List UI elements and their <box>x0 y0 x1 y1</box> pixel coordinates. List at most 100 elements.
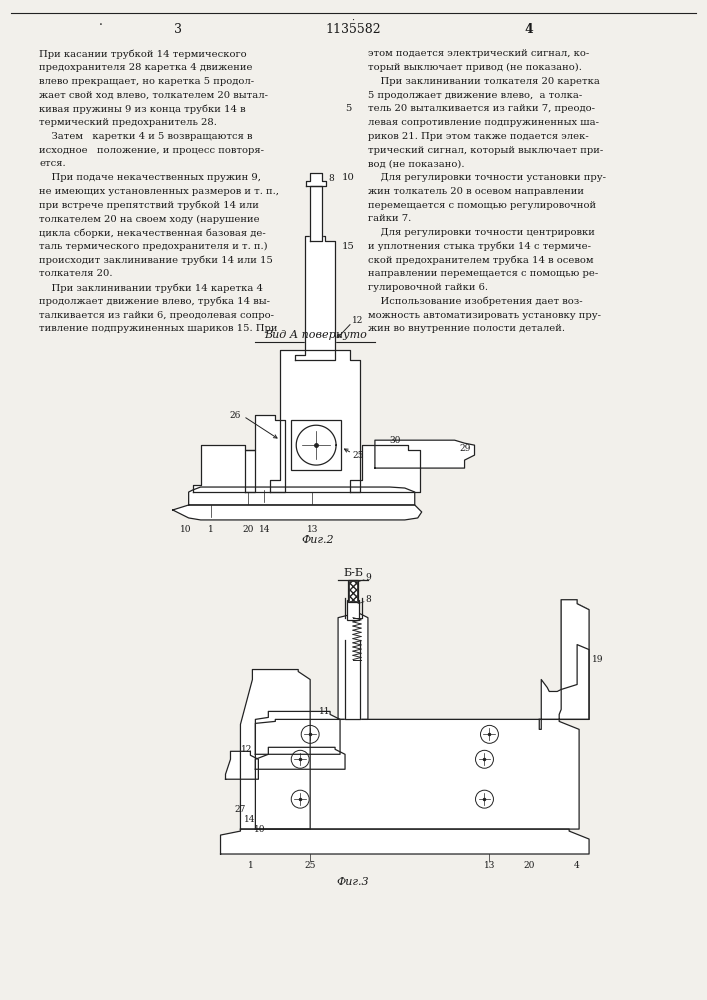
Polygon shape <box>296 425 336 465</box>
Bar <box>347 600 359 620</box>
Bar <box>291 420 341 470</box>
Text: 9: 9 <box>365 573 370 582</box>
Text: при встрече препятствий трубкой 14 или: при встрече препятствий трубкой 14 или <box>40 201 259 210</box>
Bar <box>348 580 358 602</box>
Text: 30: 30 <box>390 436 402 445</box>
Text: ской предохранителем трубка 14 в осевом: ской предохранителем трубка 14 в осевом <box>368 256 593 265</box>
Text: трический сигнал, который выключает при-: трический сигнал, который выключает при- <box>368 146 603 155</box>
Text: Фиг.2: Фиг.2 <box>302 535 334 545</box>
Polygon shape <box>189 487 415 505</box>
Text: влево прекращает, но каретка 5 продол-: влево прекращает, но каретка 5 продол- <box>40 77 255 86</box>
Text: 25: 25 <box>305 861 316 870</box>
Text: цикла сборки, некачественная базовая де-: цикла сборки, некачественная базовая де- <box>40 228 266 238</box>
Text: жин толкатель 20 в осевом направлении: жин толкатель 20 в осевом направлении <box>368 187 584 196</box>
Text: Для регулировки точности центрировки: Для регулировки точности центрировки <box>368 228 595 237</box>
Polygon shape <box>345 640 360 719</box>
Polygon shape <box>173 505 422 520</box>
Polygon shape <box>255 711 340 754</box>
Bar <box>349 581 357 601</box>
Text: При касании трубкой 14 термического: При касании трубкой 14 термического <box>40 49 247 59</box>
Polygon shape <box>306 173 326 186</box>
Text: ется.: ется. <box>40 159 66 168</box>
Text: тель 20 выталкивается из гайки 7, преодо-: тель 20 выталкивается из гайки 7, преодо… <box>368 104 595 113</box>
Text: исходное   положение, и процесс повторя-: исходное положение, и процесс повторя- <box>40 146 264 155</box>
Polygon shape <box>245 415 285 492</box>
Text: При заклинивании трубки 14 каретка 4: При заклинивании трубки 14 каретка 4 <box>40 283 263 293</box>
Text: 3: 3 <box>174 23 182 36</box>
Polygon shape <box>338 610 368 719</box>
Text: 10: 10 <box>341 173 354 182</box>
Text: 10: 10 <box>180 525 192 534</box>
Text: 10: 10 <box>254 825 265 834</box>
Polygon shape <box>375 440 474 468</box>
Polygon shape <box>296 236 335 360</box>
Text: 4: 4 <box>525 23 534 36</box>
Text: 1: 1 <box>247 861 253 870</box>
Text: продолжает движение влево, трубка 14 вы-: продолжает движение влево, трубка 14 вы- <box>40 297 270 306</box>
Text: 20: 20 <box>524 861 535 870</box>
Text: торый выключает привод (не показано).: торый выключает привод (не показано). <box>368 63 582 72</box>
Text: 4: 4 <box>574 861 580 870</box>
Text: левая сопротивление подпружиненных ша-: левая сопротивление подпружиненных ша- <box>368 118 599 127</box>
Polygon shape <box>255 719 579 829</box>
Polygon shape <box>240 670 310 829</box>
Text: вод (не показано).: вод (не показано). <box>368 159 464 168</box>
Text: 14: 14 <box>259 525 270 534</box>
Text: 5 продолжает движение влево,  а толка-: 5 продолжает движение влево, а толка- <box>368 91 582 100</box>
Polygon shape <box>350 445 420 492</box>
Text: 13: 13 <box>484 861 495 870</box>
Text: 15: 15 <box>341 242 354 251</box>
Polygon shape <box>559 600 589 719</box>
Text: 26: 26 <box>229 411 240 420</box>
Bar <box>275 719 559 829</box>
Text: жин во внутренние полости деталей.: жин во внутренние полости деталей. <box>368 324 565 333</box>
Text: термический предохранитель 28.: термический предохранитель 28. <box>40 118 217 127</box>
Text: Б-Б: Б-Б <box>343 568 363 578</box>
Text: происходит заклинивание трубки 14 или 15: происходит заклинивание трубки 14 или 15 <box>40 256 273 265</box>
Text: Использование изобретения дает воз-: Использование изобретения дает воз- <box>368 297 583 306</box>
Text: 8: 8 <box>365 595 370 604</box>
Text: тивление подпружиненных шариков 15. При: тивление подпружиненных шариков 15. При <box>40 324 278 333</box>
Bar <box>240 829 569 851</box>
Polygon shape <box>226 751 258 779</box>
Text: таль термического предохранителя и т. п.): таль термического предохранителя и т. п.… <box>40 242 268 251</box>
Text: 5: 5 <box>345 104 351 113</box>
Text: 14: 14 <box>244 815 255 824</box>
Polygon shape <box>539 645 589 729</box>
Text: гайки 7.: гайки 7. <box>368 214 411 223</box>
Text: можность автоматизировать установку пру-: можность автоматизировать установку пру- <box>368 311 601 320</box>
Text: 20: 20 <box>243 525 254 534</box>
Text: толкателя 20.: толкателя 20. <box>40 269 112 278</box>
Text: Фиг.3: Фиг.3 <box>337 877 369 887</box>
Text: 29: 29 <box>460 444 471 453</box>
Text: и уплотнения стыка трубки 14 с термиче-: и уплотнения стыка трубки 14 с термиче- <box>368 242 591 251</box>
Text: 1: 1 <box>208 525 214 534</box>
Text: 12: 12 <box>352 316 363 325</box>
Text: 12: 12 <box>241 745 252 754</box>
Text: 27: 27 <box>234 805 245 814</box>
Polygon shape <box>270 350 360 492</box>
Text: Затем   каретки 4 и 5 возвращаются в: Затем каретки 4 и 5 возвращаются в <box>40 132 252 141</box>
Text: При подаче некачественных пружин 9,: При подаче некачественных пружин 9, <box>40 173 262 182</box>
Text: гулировочной гайки 6.: гулировочной гайки 6. <box>368 283 488 292</box>
Text: кивая пружины 9 из конца трубки 14 в: кивая пружины 9 из конца трубки 14 в <box>40 104 246 114</box>
Text: толкателем 20 на своем ходу (нарушение: толкателем 20 на своем ходу (нарушение <box>40 214 260 224</box>
Text: 25: 25 <box>352 451 363 460</box>
Text: риков 21. При этом также подается элек-: риков 21. При этом также подается элек- <box>368 132 589 141</box>
Text: жает свой ход влево, толкателем 20 вытал-: жает свой ход влево, толкателем 20 вытал… <box>40 91 268 100</box>
Text: этом подается электрический сигнал, ко-: этом подается электрический сигнал, ко- <box>368 49 589 58</box>
Text: не имеющих установленных размеров и т. п.,: не имеющих установленных размеров и т. п… <box>40 187 279 196</box>
Text: ·: · <box>351 15 355 24</box>
Text: При заклинивании толкателя 20 каретка: При заклинивании толкателя 20 каретка <box>368 77 600 86</box>
Polygon shape <box>192 445 255 492</box>
Text: талкивается из гайки 6, преодолевая сопро-: талкивается из гайки 6, преодолевая сопр… <box>40 311 274 320</box>
Text: перемещается с помощью регулировочной: перемещается с помощью регулировочной <box>368 201 596 210</box>
Polygon shape <box>310 186 322 241</box>
Text: 1135582: 1135582 <box>325 23 381 36</box>
Text: предохранителя 28 каретка 4 движение: предохранителя 28 каретка 4 движение <box>40 63 252 72</box>
Polygon shape <box>559 600 589 719</box>
Text: 8: 8 <box>328 174 334 183</box>
Text: Для регулировки точности установки пру-: Для регулировки точности установки пру- <box>368 173 606 182</box>
Text: 11: 11 <box>319 707 330 716</box>
Text: 13: 13 <box>306 525 318 534</box>
